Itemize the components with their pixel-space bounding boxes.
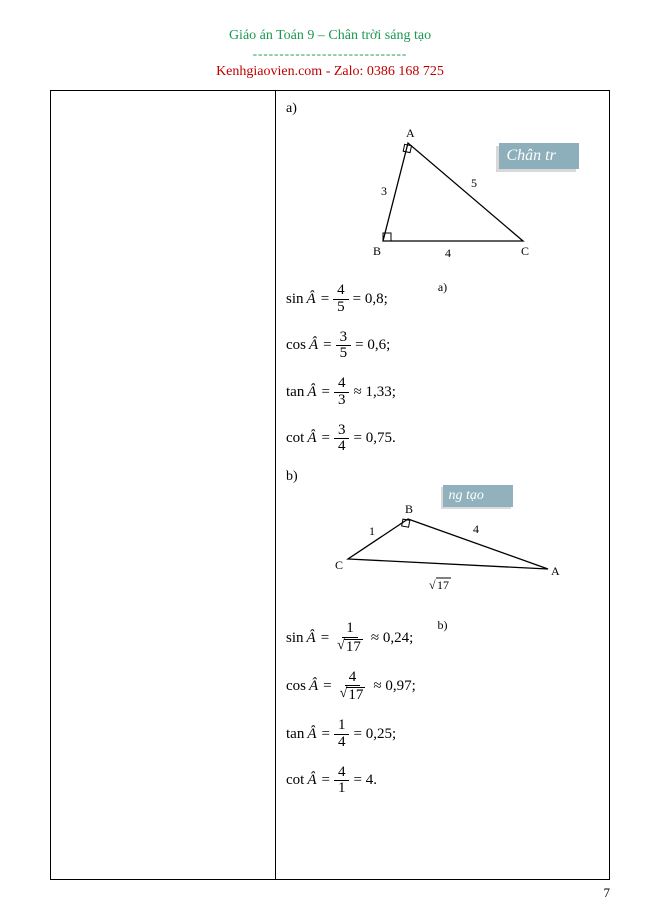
watermark-b: ng tạo [443, 485, 513, 507]
vertex-A: A [406, 126, 415, 140]
contact-line: Kenhgiaovien.com - Zalo: 0386 168 725 [50, 64, 610, 80]
side-BC: 4 [445, 246, 451, 260]
watermark-a: Chân tr [499, 143, 579, 169]
eq-a-cos: cos Â = 35 = 0,6; [286, 330, 599, 363]
section-a-label: a) [286, 101, 599, 117]
eq-a-tan: tan Â = 43 ≈ 1,33; [286, 376, 599, 409]
vertex-A-b: A [551, 564, 560, 578]
eq-b-cos: cos Â = 4 17 ≈ 0,97; [286, 670, 599, 705]
section-b-label: b) [286, 469, 599, 485]
content-frame: a) Chân tr A B C 3 4 5 a) sin Â = 45 [50, 90, 610, 880]
triangle-b-caption: b) [313, 618, 573, 633]
triangle-a-caption: a) [313, 280, 573, 295]
page-number: 7 [604, 885, 611, 901]
contact-site: Kenhgiaovien.com [216, 64, 322, 79]
triangle-a-figure: Chân tr A B C 3 4 5 a) [313, 123, 573, 273]
page-header: Giáo án Toán 9 – Chân trời sáng tạo ----… [50, 28, 610, 80]
side-AB-b: 4 [473, 522, 479, 536]
section-b-equations: sin Â = 1 17 ≈ 0,24; cos Â = 4 17 ≈ [286, 621, 599, 797]
left-column [51, 91, 276, 879]
triangle-b-svg: B C A 1 4 √ 17 [313, 491, 573, 611]
contact-zalo-number: 0386 168 725 [367, 64, 444, 79]
vertex-C-b: C [335, 558, 343, 572]
vertex-B: B [373, 244, 381, 258]
eq-b-tan: tan Â = 14 = 0,25; [286, 718, 599, 751]
side-AC: 5 [471, 176, 477, 190]
section-a-equations: sin Â = 45 = 0,8; cos Â = 35 = 0,6; tan … [286, 283, 599, 455]
eq-a-cot: cot Â = 34 = 0,75. [286, 423, 599, 456]
contact-zalo-label: - Zalo: [322, 64, 367, 79]
eq-b-cot: cot Â = 41 = 4. [286, 765, 599, 798]
side-AC-b-radicand: 17 [437, 578, 449, 592]
triangle-b-figure: ng tạo B C A 1 4 √ 17 b) [313, 491, 573, 611]
right-column: a) Chân tr A B C 3 4 5 a) sin Â = 45 [276, 91, 609, 879]
doc-title: Giáo án Toán 9 – Chân trời sáng tạo [50, 28, 610, 44]
vertex-B-b: B [405, 502, 413, 516]
side-BC-b: 1 [369, 524, 375, 538]
header-separator: ----------------------------- [50, 46, 610, 62]
side-AC-b-sqrt-sign: √ [429, 578, 436, 592]
vertex-C: C [521, 244, 529, 258]
side-AB: 3 [381, 184, 387, 198]
